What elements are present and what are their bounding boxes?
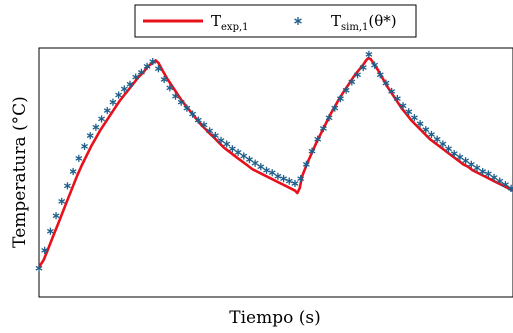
data-point-sim-55	[348, 78, 356, 86]
data-point-sim-40	[263, 166, 270, 174]
data-point-sim-42	[274, 172, 282, 180]
data-point-sim-14	[115, 91, 123, 99]
data-point-sim-62	[388, 87, 396, 96]
data-point-sim-18	[137, 68, 145, 76]
data-point-sim-38	[251, 159, 259, 167]
data-point-sim-75	[462, 157, 470, 165]
data-point-sim-72	[445, 145, 452, 153]
data-point-sim-21	[155, 65, 162, 73]
data-point-sim-68	[422, 126, 430, 134]
data-point-sim-64	[399, 102, 407, 110]
data-point-sim-7	[75, 154, 83, 162]
data-point-sim-70	[433, 135, 441, 143]
data-point-sim-79	[484, 170, 492, 178]
series-exp-layer	[37, 56, 513, 268]
legend-marker-swatch	[294, 17, 302, 25]
series-sim-layer	[35, 50, 513, 272]
data-point-sim-33	[223, 140, 231, 148]
data-point-sim-69	[428, 130, 435, 139]
data-point-sim-50	[319, 124, 327, 133]
data-point-sim-45	[291, 179, 299, 188]
data-point-sim-46	[297, 175, 305, 183]
data-point-sim-51	[325, 114, 333, 122]
data-point-sim-74	[456, 153, 464, 161]
data-point-sim-53	[337, 95, 344, 103]
data-point-sim-35	[234, 148, 242, 156]
data-point-sim-0	[35, 264, 43, 272]
data-point-sim-6	[69, 167, 77, 176]
legend-label-exp: Texp,1	[211, 12, 249, 33]
data-point-sim-49	[314, 135, 322, 143]
legend-label-sim: Tsim,1(θ*)	[331, 12, 397, 33]
data-point-sim-13	[109, 98, 117, 106]
data-point-sim-58	[365, 50, 373, 58]
data-point-sim-22	[160, 75, 168, 84]
data-point-sim-28	[194, 116, 202, 124]
data-point-sim-5	[63, 182, 71, 190]
data-point-sim-26	[183, 104, 191, 112]
data-point-sim-1	[41, 246, 49, 254]
legend-star-marker	[294, 17, 302, 25]
x-axis-label: Tiempo (s)	[229, 308, 320, 328]
plot-frame	[38, 47, 513, 298]
y-axis-label: Temperatura (°C)	[10, 96, 30, 248]
data-point-sim-65	[405, 108, 413, 116]
data-point-sim-20	[149, 57, 157, 66]
data-point-sim-78	[479, 167, 487, 176]
data-point-sim-36	[240, 152, 248, 160]
data-point-sim-41	[268, 169, 276, 177]
data-point-sim-29	[200, 121, 208, 129]
data-point-sim-32	[217, 136, 225, 145]
data-point-sim-63	[393, 95, 401, 103]
data-point-sim-48	[308, 147, 316, 155]
data-point-sim-15	[120, 85, 128, 93]
data-point-sim-44	[285, 177, 293, 185]
data-point-sim-39	[257, 163, 265, 171]
data-point-sim-76	[467, 160, 475, 168]
data-point-sim-10	[92, 123, 100, 131]
data-point-sim-71	[439, 140, 447, 148]
data-point-sim-12	[103, 106, 111, 115]
data-point-sim-60	[376, 71, 384, 79]
data-point-sim-56	[354, 71, 361, 79]
data-point-sim-61	[382, 79, 390, 87]
data-point-sim-52	[331, 104, 339, 112]
data-point-sim-54	[342, 86, 350, 94]
data-point-sim-3	[52, 212, 60, 220]
data-point-sim-77	[473, 164, 481, 172]
data-point-sim-17	[132, 73, 140, 81]
data-point-sim-34	[228, 145, 236, 153]
series-line-exp	[37, 56, 513, 268]
legend: Texp,1 Tsim,1(θ*)	[134, 4, 417, 38]
data-point-sim-57	[359, 63, 367, 72]
data-point-sim-24	[172, 92, 179, 100]
data-point-sim-4	[58, 197, 66, 205]
data-point-sim-80	[490, 173, 498, 182]
data-point-sim-19	[143, 62, 151, 70]
data-point-sim-30	[206, 127, 214, 135]
data-point-sim-67	[416, 120, 424, 128]
data-point-sim-27	[189, 110, 197, 118]
data-point-sim-73	[450, 149, 458, 158]
data-point-sim-66	[410, 114, 418, 122]
data-point-sim-25	[177, 98, 185, 106]
data-point-sim-9	[86, 132, 94, 140]
data-point-sim-81	[496, 177, 504, 185]
data-point-sim-11	[98, 115, 106, 123]
data-point-sim-59	[371, 61, 379, 69]
data-point-sim-47	[302, 160, 310, 168]
data-point-sim-16	[126, 80, 134, 88]
data-point-sim-37	[246, 155, 253, 164]
data-point-sim-8	[81, 142, 88, 151]
data-point-sim-23	[166, 84, 174, 92]
data-point-sim-43	[280, 175, 288, 183]
data-point-sim-82	[501, 181, 509, 189]
data-point-sim-2	[46, 227, 54, 235]
data-point-sim-31	[211, 132, 219, 140]
